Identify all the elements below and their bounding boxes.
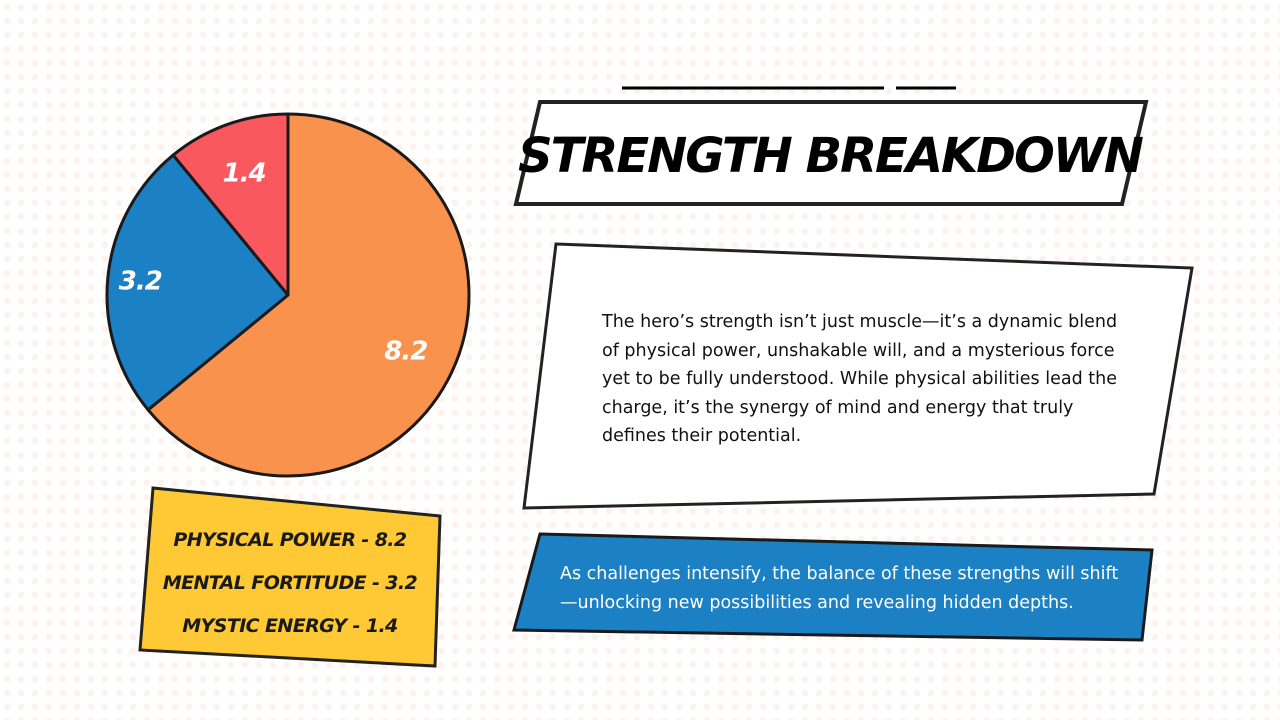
legend-item-mental-fortitude: MENTAL FORTITUDE - 3.2 bbox=[163, 572, 418, 594]
pie-slice-physical-power bbox=[146, 112, 471, 478]
title-panel bbox=[513, 100, 1149, 206]
pie-slice-mental-fortitude bbox=[105, 153, 290, 412]
pie-label-mystic-energy: 1.4 bbox=[223, 158, 266, 188]
callout-text: As challenges intensify, the balance of … bbox=[560, 564, 1119, 613]
description-text: The hero’s strength isn’t just muscle—it… bbox=[602, 312, 1118, 446]
slide-title: STRENGTH BREAKDOWN bbox=[518, 128, 1144, 184]
pie-slice-mystic-energy bbox=[171, 112, 290, 297]
pie-label-mental-fortitude: 3.2 bbox=[119, 266, 162, 296]
pie-label-physical-power: 8.2 bbox=[384, 337, 427, 367]
legend-panel bbox=[138, 486, 442, 668]
description-panel bbox=[522, 242, 1194, 510]
pie-chart: 8.2 3.2 1.4 bbox=[105, 112, 471, 478]
legend-item-mystic-energy: MYSTIC ENERGY - 1.4 bbox=[182, 615, 398, 637]
legend-item-physical-power: PHYSICAL POWER - 8.2 bbox=[173, 529, 407, 551]
callout-panel bbox=[512, 532, 1154, 642]
